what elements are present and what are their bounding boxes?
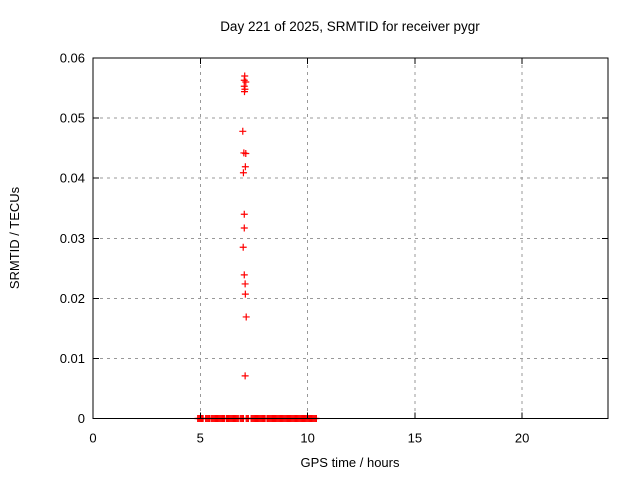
x-tick-label: 20 (515, 431, 529, 446)
x-tick-label: 15 (408, 431, 422, 446)
x-tick-label: 10 (300, 431, 314, 446)
chart-title: Day 221 of 2025, SRMTID for receiver pyg… (220, 19, 480, 34)
y-axis-label: SRMTID / TECUs (7, 186, 22, 289)
y-tick-label: 0.03 (60, 231, 85, 246)
y-tick-labels: 0 0.01 0.02 0.03 0.04 0.05 0.06 (60, 51, 85, 427)
y-tick-label: 0.04 (60, 171, 85, 186)
x-tick-label: 5 (197, 431, 204, 446)
y-tick-label: 0.02 (60, 291, 85, 306)
x-axis-label: GPS time / hours (301, 455, 400, 470)
axis-ticks (92, 57, 608, 419)
y-tick-label: 0 (78, 411, 85, 426)
x-tick-labels: 0 5 10 15 20 (89, 431, 529, 446)
x-tick-label: 0 (89, 431, 96, 446)
y-tick-label: 0.01 (60, 351, 85, 366)
grid-lines (93, 58, 608, 419)
y-tick-label: 0.05 (60, 111, 85, 126)
data-points (239, 72, 250, 380)
y-tick-label: 0.06 (60, 51, 85, 66)
